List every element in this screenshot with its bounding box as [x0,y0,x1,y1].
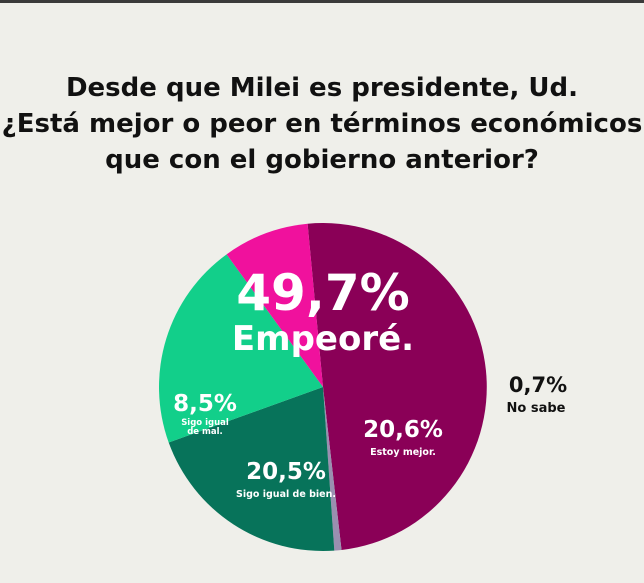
pct-label-estoy-mejor: 20,6% [363,417,443,443]
top-border [0,0,644,3]
slice-label-no-sabe: No sabe [507,401,566,416]
pct-label-sigo-igual-bien: 20,5% [246,459,326,485]
slice-label-sigo-igual-bien: Sigo igual de bien. [236,489,336,500]
pie-slice-empeore [307,223,487,550]
pie-slice-sigo-igual-bien [159,254,323,443]
pct-label-empeore: 49,7% [236,264,409,322]
pie-slice-no-sabe [323,387,342,551]
pie-slice-sigo-igual-mal [226,223,323,387]
slice-label-estoy-mejor: Estoy mejor. [370,447,436,458]
slice-label-sigo-igual-mal: Sigo igual de mal. [181,418,229,437]
slice-label-empeore: Empeoré. [232,319,414,359]
chart-title: Desde que Milei es presidente, Ud. ¿Está… [0,70,644,178]
title-line-3: que con el gobierno anterior? [105,145,539,175]
title-line-1: Desde que Milei es presidente, Ud. [65,73,579,103]
pct-label-sigo-igual-mal: 8,5% [173,391,237,417]
title-line-2: ¿Está mejor o peor en términos económico… [1,109,643,139]
pct-label-no-sabe: 0,7% [509,373,567,397]
pie-slice-estoy-mejor [168,387,335,552]
